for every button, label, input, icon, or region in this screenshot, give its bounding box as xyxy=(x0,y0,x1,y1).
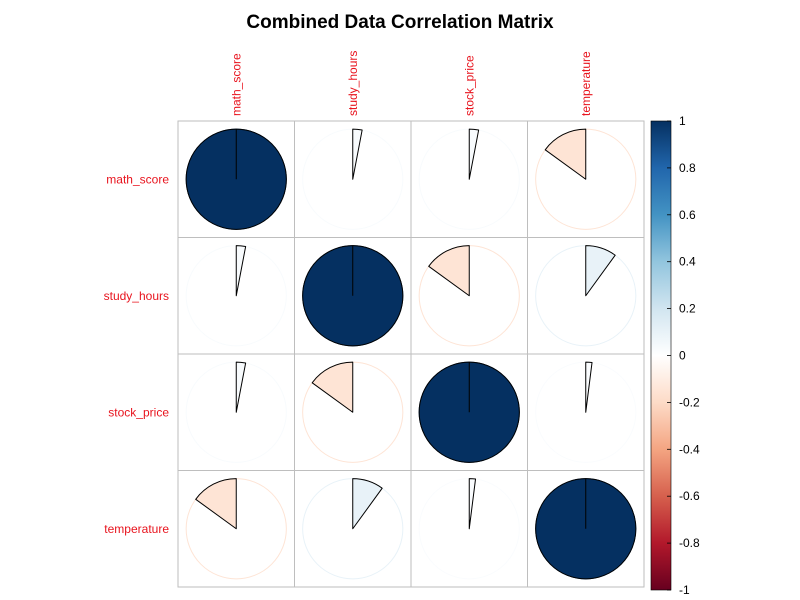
colorbar-tick-label: 0.6 xyxy=(679,208,696,222)
correlation-cell xyxy=(527,120,645,238)
colorbar-tick-label: 1 xyxy=(679,114,686,128)
pie-slice xyxy=(195,478,237,530)
pie-slice xyxy=(352,128,363,180)
column-label: stock_price xyxy=(462,55,476,116)
pie-slice xyxy=(352,478,383,530)
row-label: stock_price xyxy=(108,405,169,419)
colorbar-tick-label: 0.8 xyxy=(679,161,696,175)
correlation-cell xyxy=(294,470,412,588)
correlation-cell xyxy=(527,237,645,355)
colorbar-tick-label: -0.4 xyxy=(679,442,700,456)
row-labels: math_score study_hours stock_price temperat… xyxy=(104,172,170,536)
correlation-cell xyxy=(177,237,295,355)
correlation-cell xyxy=(177,470,295,588)
correlation-cell xyxy=(294,237,412,355)
pie-slice xyxy=(311,361,354,413)
pie-slice xyxy=(235,245,247,297)
pie-slice xyxy=(585,245,616,297)
correlation-cell xyxy=(527,470,645,588)
colorbar-tick-label: 0.4 xyxy=(679,255,696,269)
column-label: study_hours xyxy=(346,51,360,116)
row-label: math_score xyxy=(106,172,169,186)
colorbar-tick-label: -1 xyxy=(679,583,690,597)
pie-slice xyxy=(585,361,593,413)
colorbar-tick-label: 0.2 xyxy=(679,302,696,316)
chart-title: Combined Data Correlation Matrix xyxy=(246,12,554,33)
colorbar: 1 0.8 0.6 0.4 0.2 0 -0.2 -0.4 -0.6 -0.8 -1 xyxy=(650,114,700,597)
matrix-cells xyxy=(177,120,645,588)
correlation-cell xyxy=(410,237,528,355)
pie-slice xyxy=(235,361,247,413)
correlation-cell xyxy=(410,470,528,588)
correlation-cell xyxy=(177,120,295,238)
colorbar-tick-label: 0 xyxy=(679,349,686,363)
correlation-cell xyxy=(527,353,645,471)
row-label: study_hours xyxy=(104,289,169,303)
row-label: temperature xyxy=(104,522,169,536)
colorbar-tick-label: -0.2 xyxy=(679,395,700,409)
column-labels: math_score study_hours stock_price temperat… xyxy=(229,51,593,116)
pie-slice xyxy=(544,128,587,180)
correlation-cell xyxy=(410,353,528,471)
pie-slice xyxy=(468,478,477,530)
colorbar-tick-label: -0.6 xyxy=(679,489,700,503)
correlation-cell xyxy=(294,353,412,471)
pie-slice xyxy=(428,245,470,297)
column-label: math_score xyxy=(229,53,243,116)
pie-slice xyxy=(468,128,480,180)
colorbar-ticks: 1 0.8 0.6 0.4 0.2 0 -0.2 -0.4 -0.6 -0.8 -1 xyxy=(667,114,700,597)
correlation-cell xyxy=(177,353,295,471)
colorbar-tick-label: -0.8 xyxy=(679,536,700,550)
correlation-cell xyxy=(294,120,412,238)
column-label: temperature xyxy=(579,51,593,116)
correlation-cell xyxy=(410,120,528,238)
